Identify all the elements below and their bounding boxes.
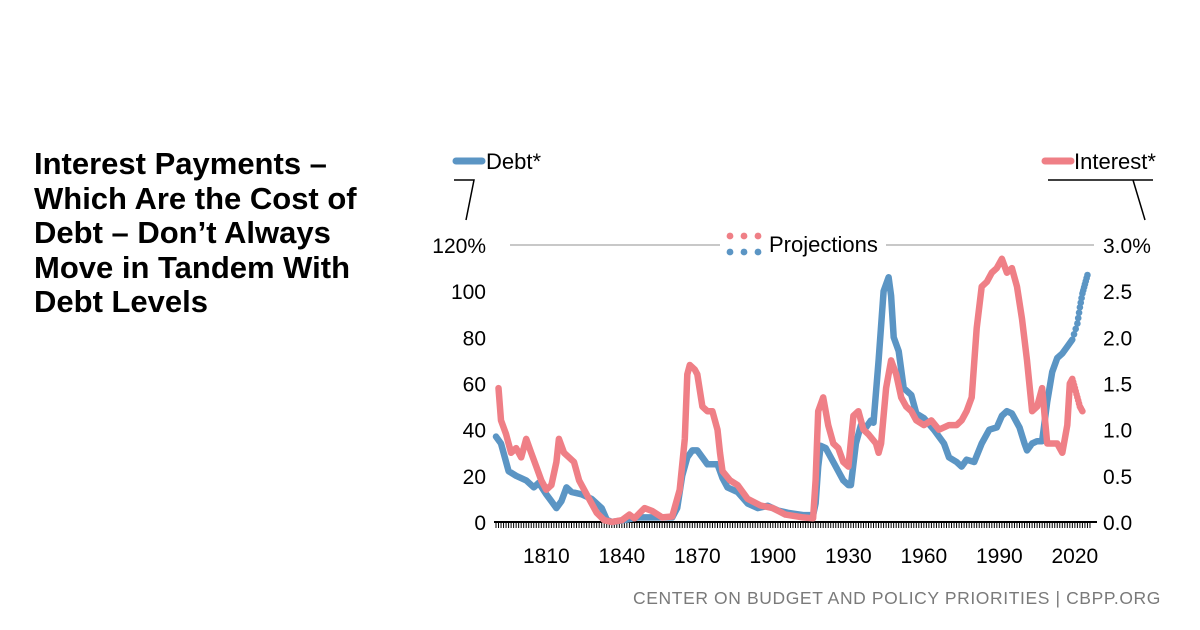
left-axis-tick-label: 80	[463, 327, 486, 350]
legend-projection-dot-interest-3	[754, 232, 762, 240]
x-tick-label: 1960	[900, 545, 947, 568]
right-axis-tick-label: 2.0	[1103, 327, 1132, 350]
debt-projection-dot	[1070, 330, 1078, 338]
left-axis-tick-label: 60	[463, 374, 486, 397]
legend-projection-dot-interest-1	[726, 232, 734, 240]
left-axis-tick-label: 0	[474, 512, 486, 535]
legend-interest-leader	[1048, 179, 1153, 221]
legend-projections: Projections	[720, 228, 886, 258]
legend-debt: Debt*	[452, 149, 541, 221]
x-tick-label: 1930	[825, 545, 872, 568]
legend-interest: Interest*	[1041, 149, 1156, 221]
legend-projections-label: Projections	[769, 232, 878, 257]
right-axis-tick-label: 0.5	[1103, 466, 1132, 489]
right-axis-tick-label: 1.0	[1103, 420, 1132, 443]
legend-debt-label: Debt*	[486, 149, 541, 174]
left-axis-tick-label: 100	[451, 281, 486, 304]
debt-projection-dot	[1074, 314, 1082, 322]
left-axis-tick-label: 40	[463, 420, 486, 443]
legend-projection-dot-debt-2	[740, 248, 748, 256]
legend-projection-dot-debt-1	[726, 248, 734, 256]
legend-projections-backdrop	[720, 228, 886, 258]
interest-series-line	[495, 255, 1076, 526]
x-axis-minor-ticks	[494, 521, 1097, 528]
x-tick-label: 2020	[1052, 545, 1099, 568]
debt-projection-dot	[1072, 325, 1080, 333]
chart-series-lines	[492, 255, 1091, 526]
x-tick-label: 1810	[523, 545, 570, 568]
right-axis-tick-label: 0.0	[1103, 512, 1132, 535]
left-axis-tick-label: 120%	[432, 235, 486, 258]
x-tick-label: 1900	[749, 545, 796, 568]
source-credit: CENTER ON BUDGET AND POLICY PRIORITIES |…	[633, 588, 1161, 608]
legend-interest-label: Interest*	[1074, 149, 1156, 174]
chart-axis-labels: 1810 1840 1870 1900 1930 1960 1990 2020 0 20 40 60 8…	[432, 235, 1151, 568]
right-axis-tick-label: 1.5	[1103, 374, 1132, 397]
interest-projection-dot	[1079, 407, 1086, 415]
x-tick-label: 1990	[976, 545, 1023, 568]
right-axis-tick-label: 2.5	[1103, 281, 1132, 304]
right-axis-tick-label: 3.0%	[1103, 235, 1151, 258]
left-axis-tick-label: 20	[463, 466, 486, 489]
debt-projection-dot	[1084, 271, 1091, 279]
x-tick-label: 1870	[674, 545, 721, 568]
debt-series-line	[492, 274, 1076, 526]
chart-headline: Interest Payments – Which Are the Cost o…	[34, 146, 357, 319]
debt-projection-dot	[1074, 320, 1081, 327]
debt-projection-dot	[1075, 309, 1083, 317]
legend-debt-leader	[454, 179, 475, 221]
legend-projection-dot-debt-3	[754, 248, 762, 256]
x-tick-label: 1840	[598, 545, 645, 568]
legend-projection-dot-interest-2	[740, 232, 748, 240]
